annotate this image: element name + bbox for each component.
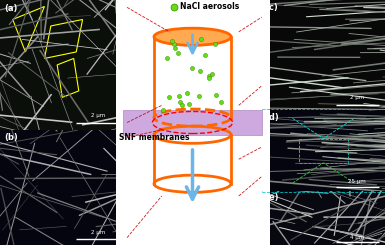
Text: (d): (d)	[266, 113, 279, 122]
Text: (e): (e)	[266, 193, 279, 202]
Text: (c): (c)	[266, 3, 278, 12]
Text: 2 μm: 2 μm	[91, 230, 105, 235]
Text: (b): (b)	[4, 133, 18, 142]
Text: NaCl aerosols: NaCl aerosols	[180, 2, 239, 11]
Text: 2 μm: 2 μm	[91, 113, 105, 118]
Text: 2 μm: 2 μm	[350, 95, 365, 100]
Text: 25 μm: 25 μm	[348, 179, 366, 184]
Text: 4 μm: 4 μm	[350, 235, 365, 240]
Bar	[299, 138, 348, 163]
Polygon shape	[123, 110, 262, 135]
Text: (a): (a)	[4, 4, 17, 13]
Text: SNF membranes: SNF membranes	[119, 133, 189, 142]
Ellipse shape	[154, 28, 231, 45]
